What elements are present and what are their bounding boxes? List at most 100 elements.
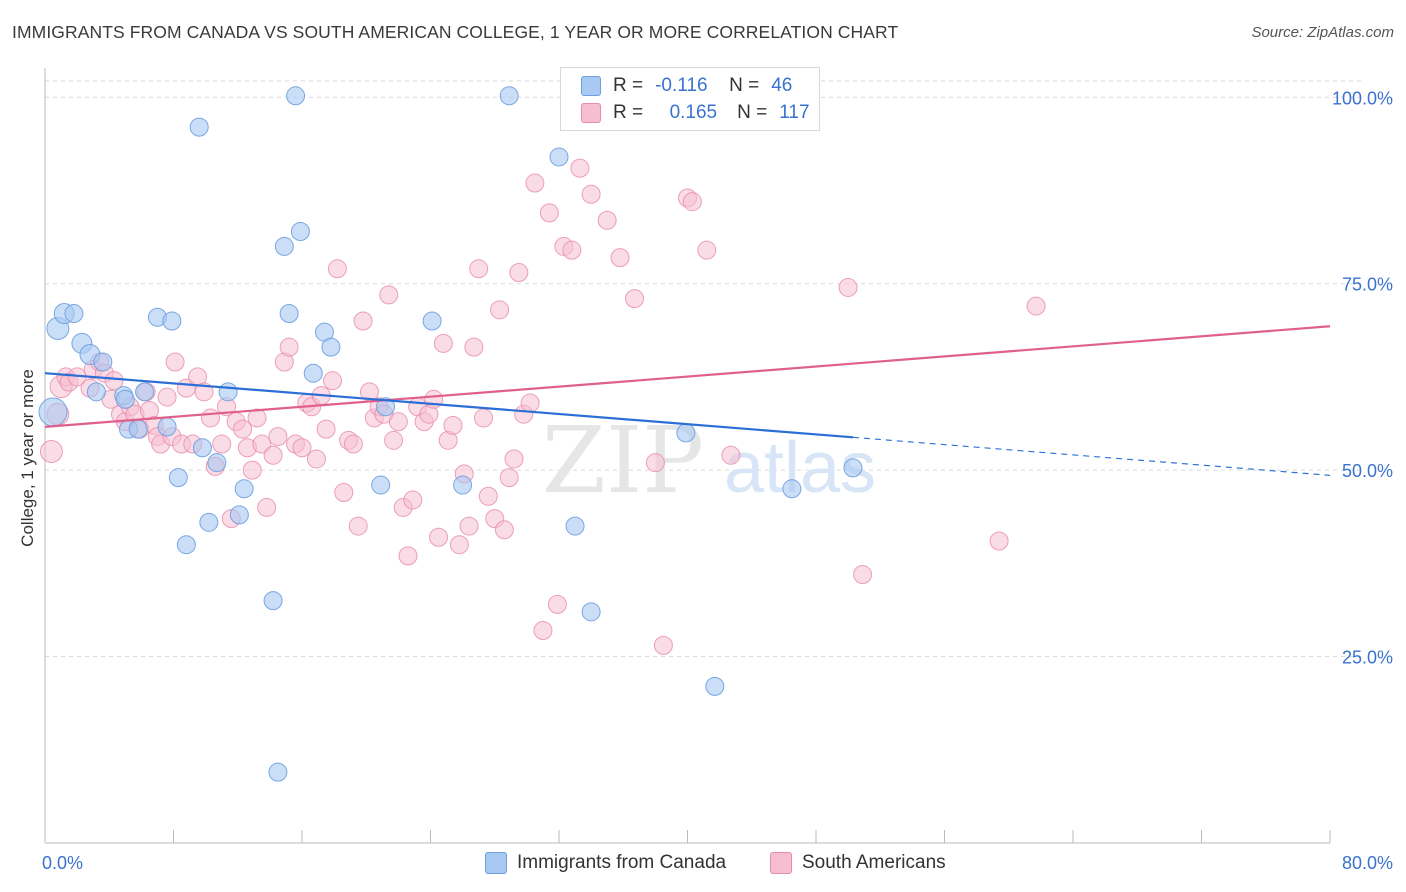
data-point-south-americans	[398, 546, 418, 566]
data-point-canada	[422, 311, 442, 331]
data-point-south-americans	[429, 527, 449, 547]
data-point-south-americans	[263, 445, 283, 465]
data-point-south-americans	[682, 192, 702, 212]
data-point-canada	[676, 423, 696, 443]
data-point-south-americans	[459, 516, 479, 536]
bottom-legend-canada[interactable]: Immigrants from Canada	[485, 852, 726, 874]
legend-r-value: -0.116	[655, 75, 708, 96]
trend-line-south-americans	[44, 325, 1331, 428]
data-point-south-americans	[520, 393, 540, 413]
data-point-canada	[581, 602, 601, 622]
data-point-south-americans	[449, 535, 469, 555]
data-point-south-americans	[478, 486, 498, 506]
bottom-legend-swatch-pink	[770, 852, 792, 874]
data-point-south-americans	[581, 184, 601, 204]
x-tick-label: 0.0%	[42, 853, 83, 873]
data-point-canada	[199, 512, 219, 532]
data-point-south-americans	[443, 415, 463, 435]
bottom-legend-south-americans[interactable]: South Americans	[770, 852, 946, 874]
data-point-south-americans	[316, 419, 336, 439]
data-point-south-americans	[279, 337, 299, 357]
data-point-south-americans	[200, 408, 220, 428]
data-point-canada	[549, 147, 569, 167]
data-point-south-americans	[494, 520, 514, 540]
legend-r-label: R =	[613, 102, 644, 123]
trend-line-canada-extrapolated	[852, 436, 1331, 476]
data-point-south-americans	[610, 248, 630, 268]
data-point-canada	[168, 468, 188, 488]
data-point-canada	[176, 535, 196, 555]
data-point-canada	[274, 236, 294, 256]
trend-line-canada	[44, 372, 854, 439]
watermark-zip: ZIP	[542, 407, 704, 514]
data-point-south-americans	[490, 300, 510, 320]
data-point-south-americans	[194, 382, 214, 402]
data-point-canada	[705, 676, 725, 696]
legend-n-value: 46	[771, 75, 793, 96]
legend-r-label: R =	[613, 75, 644, 96]
data-point-canada	[290, 222, 310, 242]
data-point-south-americans	[104, 371, 124, 391]
y-tick-label: 75.0%	[1342, 275, 1393, 295]
data-point-south-americans	[384, 430, 404, 450]
data-point-south-americans	[233, 419, 253, 439]
legend-swatch-blue	[581, 76, 601, 96]
data-point-canada	[128, 419, 148, 439]
data-point-south-americans	[597, 210, 617, 230]
data-point-canada	[782, 479, 802, 499]
data-point-canada	[371, 475, 391, 495]
data-point-canada	[376, 397, 396, 417]
data-point-south-americans	[388, 412, 408, 432]
data-point-south-americans	[464, 337, 484, 357]
data-point-south-americans	[334, 483, 354, 503]
data-point-south-americans	[39, 440, 63, 463]
data-point-south-americans	[247, 408, 267, 428]
data-point-south-americans	[509, 263, 529, 283]
data-point-south-americans	[533, 620, 553, 640]
data-point-south-americans	[539, 203, 559, 223]
data-point-south-americans	[504, 449, 524, 469]
legend-row-canada: R = -0.116 N = 46	[581, 73, 792, 99]
data-point-south-americans	[257, 497, 277, 517]
data-point-canada	[157, 417, 177, 437]
data-point-south-americans	[697, 240, 717, 260]
legend-n-value: 117	[779, 102, 810, 123]
data-point-canada	[321, 337, 341, 357]
data-point-canada	[303, 363, 323, 383]
data-point-south-americans	[547, 594, 567, 614]
data-point-canada	[843, 458, 863, 478]
data-point-canada	[234, 479, 254, 499]
legend-r-value: 0.165	[669, 102, 718, 123]
data-point-south-americans	[653, 635, 673, 655]
data-point-canada	[263, 591, 283, 611]
x-tick-label: 80.0%	[1342, 853, 1393, 873]
legend-swatch-pink	[581, 103, 601, 123]
y-tick-label: 100.0%	[1332, 88, 1393, 108]
legend-row-south-americans: R = 0.165 N = 117	[581, 100, 810, 126]
data-point-south-americans	[323, 371, 343, 391]
data-point-canada	[565, 516, 585, 536]
data-point-canada	[115, 389, 135, 409]
bottom-legend-label: South Americans	[802, 852, 946, 873]
data-point-south-americans	[562, 240, 582, 260]
data-point-canada	[229, 505, 249, 525]
data-point-canada	[64, 304, 84, 324]
data-point-south-americans	[474, 408, 494, 428]
data-point-south-americans	[721, 445, 741, 465]
data-point-south-americans	[306, 449, 326, 469]
data-point-south-americans	[165, 352, 185, 372]
source-credit: Source: ZipAtlas.com	[1251, 24, 1394, 41]
data-point-south-americans	[469, 259, 489, 279]
legend-n-label: N =	[737, 102, 768, 123]
data-point-south-americans	[838, 277, 858, 297]
data-point-south-americans	[624, 289, 644, 309]
data-point-south-americans	[353, 311, 373, 331]
data-point-south-americans	[348, 516, 368, 536]
correlation-legend: R = -0.116 N = 46 R = 0.165 N = 117	[560, 67, 820, 131]
data-point-south-americans	[525, 173, 545, 193]
gridlines	[45, 80, 1365, 658]
data-point-south-americans	[327, 259, 347, 279]
data-point-south-americans	[570, 158, 590, 178]
data-point-south-americans	[1026, 296, 1046, 316]
data-point-canada	[268, 762, 288, 782]
